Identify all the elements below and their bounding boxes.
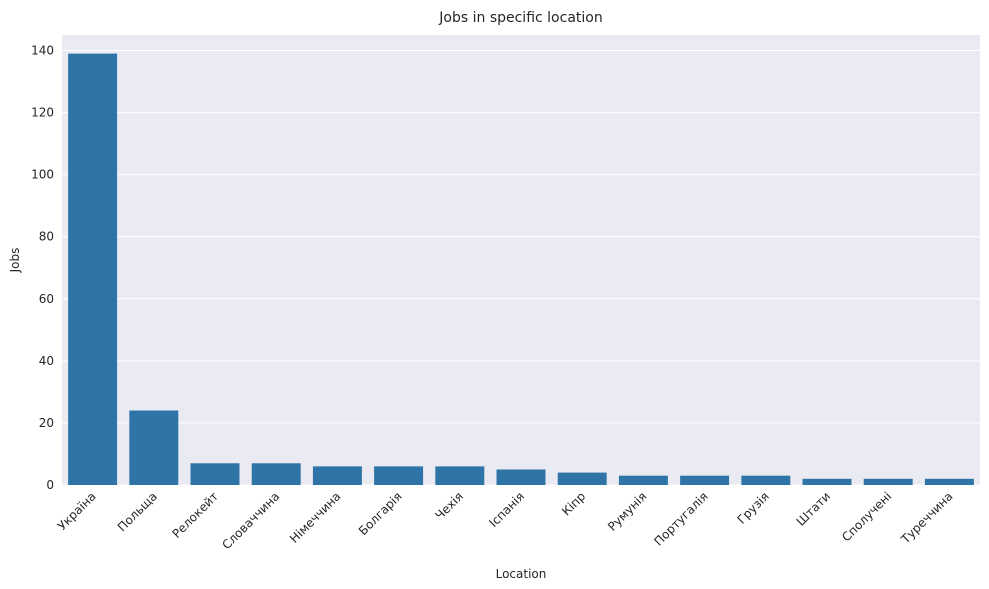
y-tick-label-1: 20 xyxy=(39,416,54,430)
x-tick-label-3: Словаччина xyxy=(219,489,282,552)
chart-title: Jobs in specific location xyxy=(438,10,602,26)
y-tick-label-6: 120 xyxy=(31,106,54,120)
y-axis-title: Jobs xyxy=(8,248,22,274)
x-tick-label-8: Кіпр xyxy=(559,489,588,518)
x-tick-label-5: Болгарія xyxy=(356,489,405,538)
y-tick-label-2: 40 xyxy=(39,354,54,368)
y-tick-label-5: 100 xyxy=(31,168,54,182)
bar-11 xyxy=(741,475,791,485)
bars xyxy=(68,53,974,485)
bar-12 xyxy=(802,478,852,485)
bar-13 xyxy=(863,478,913,485)
x-tick-label-9: Румунія xyxy=(605,489,649,533)
x-tick-label-12: Штати xyxy=(794,489,834,529)
y-tick-labels: 0 20 40 60 80 100 120 140 xyxy=(31,44,54,492)
x-tick-label-0: Україна xyxy=(55,489,99,533)
x-tick-label-10: Португалія xyxy=(651,489,710,548)
bar-6 xyxy=(435,466,485,485)
bar-4 xyxy=(312,466,362,485)
bar-5 xyxy=(374,466,424,485)
y-tick-label-3: 60 xyxy=(39,292,54,306)
y-tick-label-7: 140 xyxy=(31,44,54,58)
bar-1 xyxy=(129,410,179,485)
bar-7 xyxy=(496,469,546,485)
x-axis-title: Location xyxy=(496,567,547,581)
x-tick-label-7: Іспанія xyxy=(486,489,527,530)
bar-14 xyxy=(924,478,974,485)
x-tick-label-4: Німеччина xyxy=(287,489,344,546)
x-tick-label-6: Чехія xyxy=(432,489,465,522)
x-tick-label-1: Польща xyxy=(115,489,160,534)
y-tick-label-4: 80 xyxy=(39,230,54,244)
x-tick-label-2: Релокейт xyxy=(169,489,221,541)
bar-8 xyxy=(557,472,607,485)
bar-0 xyxy=(68,53,118,485)
bar-10 xyxy=(680,475,730,485)
bar-2 xyxy=(190,463,240,485)
bar-3 xyxy=(251,463,301,485)
x-tick-label-13: Сполучені xyxy=(839,489,894,544)
bar-9 xyxy=(618,475,668,485)
grid-lines xyxy=(62,50,980,486)
y-tick-label-0: 0 xyxy=(46,478,54,492)
x-tick-label-14: Туреччина xyxy=(898,489,956,547)
plot-area xyxy=(62,35,980,485)
x-tick-label-11: Грузія xyxy=(734,489,771,526)
